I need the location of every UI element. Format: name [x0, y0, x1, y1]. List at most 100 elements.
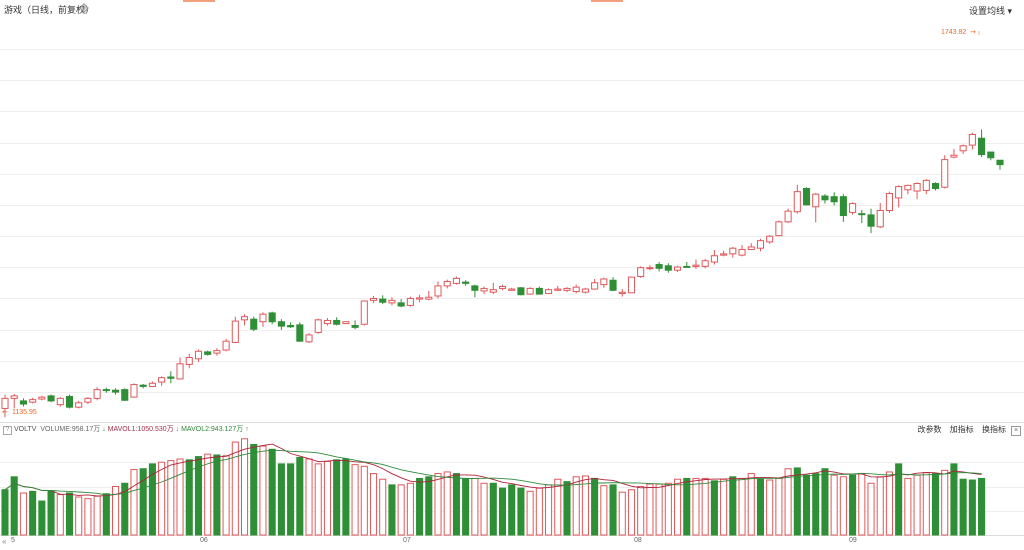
volume-value: VOLUME:958.17	[40, 426, 94, 433]
candle-body	[369, 297, 378, 301]
max-arrow-icon: →	[970, 28, 976, 36]
candle-body	[664, 265, 672, 271]
candle-body	[406, 297, 414, 306]
candle-body	[655, 264, 663, 269]
candle-body	[996, 159, 1004, 166]
volume-bar	[517, 487, 525, 536]
candles	[1, 129, 1004, 418]
volume-bar	[19, 492, 27, 536]
edit-params-button[interactable]: 改参数	[917, 425, 942, 434]
candle-body	[489, 289, 497, 293]
tab-accent-right	[591, 0, 623, 2]
candle-body	[47, 395, 55, 402]
volume-bar	[314, 463, 322, 536]
candle-body	[360, 300, 368, 325]
candle-body	[968, 133, 976, 146]
volume-bar	[158, 461, 166, 536]
candle-body	[710, 255, 718, 263]
volume-bar	[47, 490, 55, 536]
candle-body	[204, 351, 212, 355]
indicator-name: VOLTV	[14, 426, 37, 433]
volume-bar	[29, 490, 37, 536]
gear-icon[interactable]	[79, 3, 89, 13]
volume-actions: 改参数 加指标 换指标	[912, 423, 1006, 437]
volume-bar	[729, 476, 737, 536]
volume-bar	[93, 495, 101, 536]
volume-bar	[139, 468, 147, 536]
volume-bar	[388, 484, 396, 536]
volume-bar	[102, 493, 110, 536]
candle-body	[775, 221, 783, 237]
close-icon[interactable]: ×	[1011, 426, 1021, 436]
volume-bar	[959, 478, 967, 536]
mavol1-line	[4, 443, 982, 497]
add-indicator-button[interactable]: 加指标	[949, 425, 974, 434]
volume-bar	[913, 474, 921, 536]
candle-body	[784, 210, 792, 223]
candle-body	[102, 389, 110, 392]
candle-body	[231, 320, 239, 343]
volume-bar	[941, 469, 949, 536]
volume-bar	[683, 477, 691, 536]
volume-bar	[112, 486, 120, 536]
switch-indicator-button[interactable]: 换指标	[982, 425, 1006, 434]
candle-body	[259, 313, 267, 323]
candle-body	[167, 376, 175, 379]
volume-bar	[204, 453, 212, 536]
volume-bar	[121, 482, 129, 536]
candle-body	[581, 288, 589, 293]
candle-body	[756, 240, 765, 249]
candle-body	[895, 186, 903, 199]
mavol1-unit: 万	[166, 426, 174, 433]
volume-bars	[1, 438, 986, 536]
candle-body	[213, 350, 221, 354]
volume-bar	[416, 477, 424, 536]
candle-body	[158, 377, 166, 383]
volume-bar	[858, 473, 866, 536]
candlestick-chart[interactable]: 1743.82 → ← 1135.95	[0, 18, 1024, 423]
ma-setting-button[interactable]: 设置均线 ▾	[969, 4, 1012, 17]
candle-body	[38, 396, 46, 400]
candle-body	[121, 389, 129, 401]
volume-bar	[443, 471, 451, 536]
volume-bar	[720, 478, 728, 536]
volume-bar	[581, 475, 589, 536]
min-arrow-icon: ←	[2, 408, 8, 416]
candle-body	[314, 319, 322, 333]
candle-body	[600, 278, 608, 286]
volume-arrow-icon: ↓	[102, 426, 106, 433]
chart-header: 游戏（日线，前复权） 设置均线 ▾	[0, 0, 1024, 18]
candle-body	[1, 397, 9, 409]
volume-bar	[333, 459, 341, 536]
mavol2-value: MAVOL2:943.127	[181, 426, 237, 433]
candle-body	[93, 389, 101, 399]
volume-bar	[406, 482, 414, 536]
candle-body	[84, 397, 92, 403]
volume-bar	[904, 477, 912, 536]
volume-bar	[287, 463, 295, 536]
candle-body	[112, 389, 120, 393]
volume-bar	[296, 456, 304, 536]
volume-bar	[572, 476, 580, 536]
volume-bar	[618, 491, 626, 536]
scroll-left-icon[interactable]: «	[2, 537, 7, 546]
volume-bar	[922, 472, 930, 536]
candle-body	[545, 289, 553, 294]
mavol2-unit: 万	[236, 426, 244, 433]
volume-chart[interactable]	[0, 437, 1024, 536]
candle-body	[277, 321, 285, 327]
candle-body	[950, 154, 958, 158]
candle-body	[185, 357, 193, 365]
candle-body	[913, 182, 921, 192]
candle-body	[333, 319, 341, 325]
help-icon[interactable]: ?	[3, 426, 12, 435]
volume-bar	[471, 477, 479, 536]
volume-bar	[793, 467, 801, 536]
candle-body	[554, 288, 562, 291]
volume-bar	[222, 455, 230, 536]
volume-bar	[895, 463, 903, 536]
volume-bar	[176, 458, 184, 536]
candle-body	[729, 247, 737, 255]
volume-bar	[259, 445, 267, 536]
candle-body	[508, 288, 516, 291]
